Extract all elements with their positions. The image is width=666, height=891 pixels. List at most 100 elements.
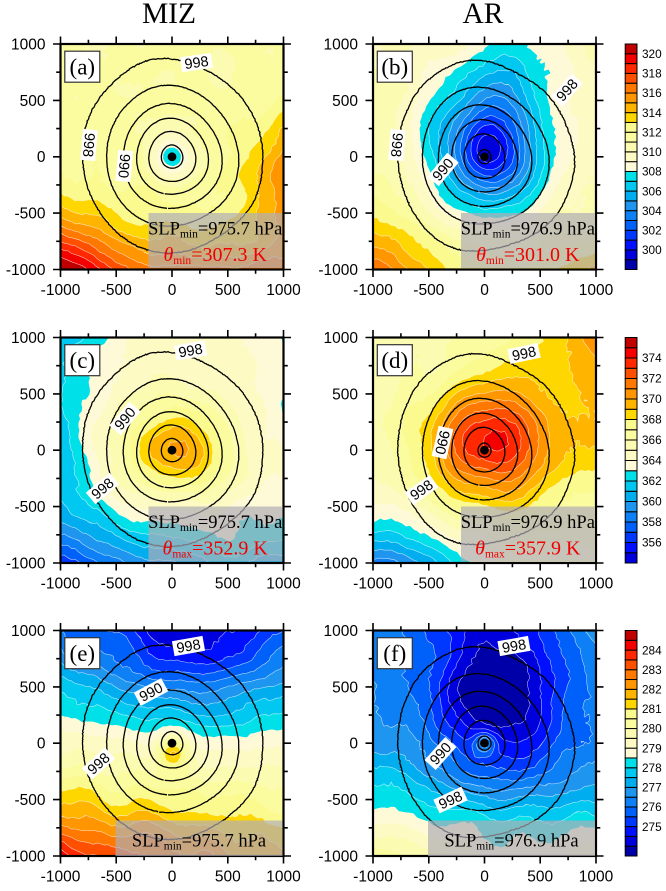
svg-text:-500: -500	[101, 868, 132, 885]
svg-text:-1000: -1000	[6, 555, 46, 572]
svg-text:MIZ: MIZ	[142, 0, 196, 30]
svg-text:1000: 1000	[266, 868, 301, 885]
svg-text:998: 998	[511, 344, 538, 365]
svg-text:-500: -500	[413, 282, 444, 299]
svg-text:SLPmin=975.7 hPa: SLPmin=975.7 hPa	[148, 513, 282, 534]
svg-text:312: 312	[642, 125, 662, 139]
svg-text:500: 500	[332, 93, 358, 110]
svg-text:(a): (a)	[70, 55, 96, 80]
svg-text:318: 318	[642, 67, 662, 81]
svg-text:-1000: -1000	[6, 848, 46, 865]
svg-text:0: 0	[480, 282, 489, 299]
svg-text:-500: -500	[14, 206, 45, 223]
svg-text:310: 310	[642, 145, 662, 159]
svg-text:SLPmin=976.9 hPa: SLPmin=976.9 hPa	[461, 220, 595, 241]
svg-text:1000: 1000	[266, 282, 301, 299]
svg-text:-1000: -1000	[41, 575, 81, 592]
svg-text:304: 304	[642, 204, 662, 218]
svg-text:0: 0	[480, 868, 489, 885]
svg-text:368: 368	[642, 413, 662, 427]
svg-text:998: 998	[175, 637, 202, 657]
svg-text:(c): (c)	[70, 348, 96, 373]
svg-text:990: 990	[114, 153, 132, 179]
svg-text:500: 500	[527, 575, 553, 592]
svg-text:280: 280	[642, 722, 662, 736]
svg-text:282: 282	[642, 683, 662, 697]
svg-text:500: 500	[332, 679, 358, 696]
svg-text:0: 0	[37, 736, 46, 753]
svg-text:1000: 1000	[11, 623, 46, 640]
svg-text:-1000: -1000	[318, 848, 358, 865]
svg-text:366: 366	[642, 433, 662, 447]
svg-text:-500: -500	[327, 499, 358, 516]
svg-text:0: 0	[37, 149, 46, 166]
svg-text:0: 0	[168, 575, 177, 592]
svg-text:279: 279	[642, 741, 662, 755]
svg-text:500: 500	[215, 575, 241, 592]
svg-text:0: 0	[349, 443, 358, 460]
svg-text:998: 998	[501, 637, 528, 657]
svg-text:0: 0	[349, 736, 358, 753]
svg-text:θmax=357.9 K: θmax=357.9 K	[475, 538, 581, 561]
svg-text:-500: -500	[327, 792, 358, 809]
svg-text:998: 998	[79, 132, 97, 158]
svg-text:-500: -500	[101, 282, 132, 299]
svg-text:276: 276	[642, 800, 662, 814]
svg-text:500: 500	[215, 868, 241, 885]
svg-text:308: 308	[642, 165, 662, 179]
svg-text:500: 500	[20, 679, 46, 696]
svg-text:0: 0	[480, 575, 489, 592]
svg-text:306: 306	[642, 184, 662, 198]
svg-text:(f): (f)	[383, 641, 406, 666]
svg-text:320: 320	[642, 47, 662, 61]
svg-text:1000: 1000	[324, 623, 359, 640]
svg-text:-1000: -1000	[318, 555, 358, 572]
svg-text:-1000: -1000	[318, 262, 358, 279]
svg-text:0: 0	[168, 282, 177, 299]
svg-text:-1000: -1000	[353, 282, 393, 299]
svg-text:358: 358	[642, 515, 662, 529]
svg-text:990: 990	[431, 429, 452, 456]
svg-text:1000: 1000	[266, 575, 301, 592]
svg-text:998: 998	[177, 342, 204, 362]
svg-text:316: 316	[642, 86, 662, 100]
svg-text:-500: -500	[413, 868, 444, 885]
svg-text:-1000: -1000	[6, 262, 46, 279]
svg-text:284: 284	[642, 643, 662, 657]
svg-text:998: 998	[387, 132, 405, 158]
svg-text:1000: 1000	[579, 868, 614, 885]
svg-text:1000: 1000	[11, 36, 46, 53]
svg-text:300: 300	[642, 243, 662, 257]
svg-text:998: 998	[184, 54, 210, 73]
svg-text:-1000: -1000	[353, 575, 393, 592]
svg-text:500: 500	[215, 282, 241, 299]
svg-text:372: 372	[642, 372, 662, 386]
svg-text:281: 281	[642, 702, 662, 716]
svg-text:1000: 1000	[324, 36, 359, 53]
svg-text:364: 364	[642, 454, 662, 468]
svg-text:356: 356	[642, 536, 662, 550]
svg-text:-500: -500	[14, 499, 45, 516]
svg-text:AR: AR	[463, 0, 504, 30]
svg-text:0: 0	[37, 443, 46, 460]
svg-text:500: 500	[332, 386, 358, 403]
svg-text:500: 500	[20, 386, 46, 403]
svg-text:1000: 1000	[579, 575, 614, 592]
svg-text:SLPmin=976.9 hPa: SLPmin=976.9 hPa	[461, 513, 595, 534]
svg-text:-1000: -1000	[353, 868, 393, 885]
svg-text:370: 370	[642, 392, 662, 406]
svg-text:SLPmin=975.7 hPa: SLPmin=975.7 hPa	[132, 832, 266, 853]
svg-text:500: 500	[527, 868, 553, 885]
svg-text:θmax=352.9 K: θmax=352.9 K	[163, 538, 269, 561]
svg-text:(b): (b)	[381, 55, 408, 80]
svg-text:275: 275	[642, 820, 662, 834]
svg-text:500: 500	[527, 282, 553, 299]
svg-text:314: 314	[642, 106, 662, 120]
svg-text:(d): (d)	[381, 348, 408, 373]
svg-text:1000: 1000	[11, 330, 46, 347]
svg-text:277: 277	[642, 781, 662, 795]
svg-text:0: 0	[349, 149, 358, 166]
svg-text:θmin=301.0 K: θmin=301.0 K	[476, 244, 580, 267]
svg-text:362: 362	[642, 474, 662, 488]
svg-text:-500: -500	[101, 575, 132, 592]
